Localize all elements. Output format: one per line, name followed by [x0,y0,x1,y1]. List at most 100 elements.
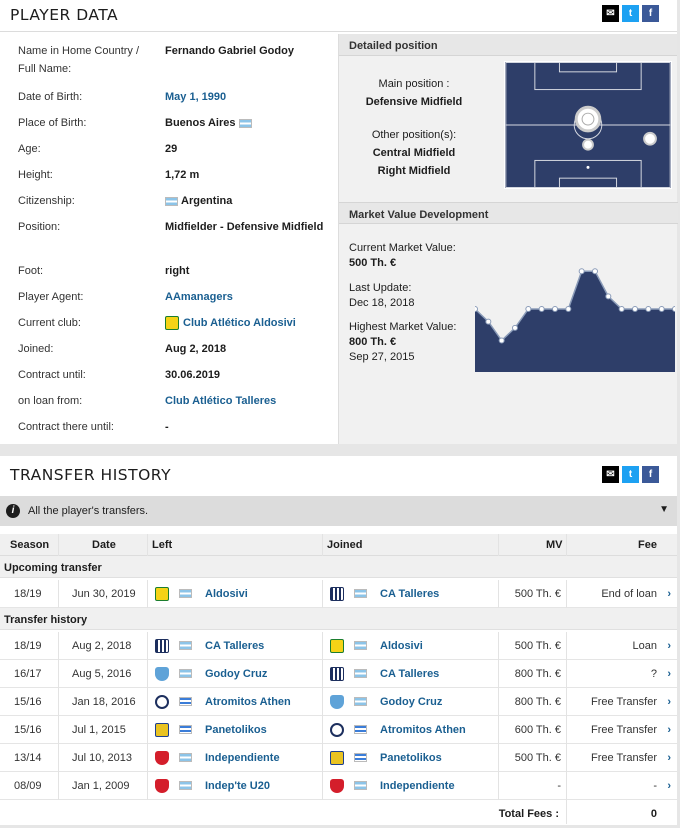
argentina-flag-icon [354,641,367,650]
transfer-mv: - [557,780,561,792]
fact-value: Fernando Gabriel Godoy [165,42,335,60]
club-link-joined[interactable]: Panetolikos [380,752,442,764]
fact-value: Midfielder - Defensive Midfield [165,218,335,236]
club-link-left[interactable]: Atromitos Athen [205,696,291,708]
chevron-right-icon[interactable]: › [667,668,671,680]
club-link-joined[interactable]: Aldosivi [380,640,423,652]
market-value-header: Market Value Development [339,202,678,224]
club-link-joined[interactable]: Godoy Cruz [380,696,443,708]
club-crest-icon[interactable] [330,751,344,765]
total-fees-row: Total Fees : 0 [0,800,677,828]
twitter-share-icon[interactable]: t [622,5,639,22]
transfer-row[interactable]: 16/17 Aug 5, 2016 Godoy Cruz CA Talleres 800… [0,660,677,688]
fact-value[interactable]: Club Atlético Talleres [165,392,335,410]
mv-point [632,306,638,312]
transfer-fee: End of loan [601,588,657,600]
club-link-left[interactable]: Indep'te U20 [205,780,270,792]
club-link-left[interactable]: Independiente [205,752,280,764]
club-link-joined[interactable]: Independiente [380,780,455,792]
transfer-row[interactable]: 08/09 Jan 1, 2009 Indep'te U20 Independient… [0,772,677,800]
fact-value-text: Club Atlético Talleres [165,395,277,407]
transfer-fee: - [653,780,657,792]
facebook-share-icon[interactable]: f [642,466,659,483]
mv-point [525,306,532,312]
fact-value[interactable]: May 1, 1990 [165,88,335,106]
fact-value[interactable]: Club Atlético Aldosivi [165,314,335,332]
mv-point [485,318,492,325]
market-value-chart[interactable] [475,252,675,372]
chevron-right-icon[interactable]: › [667,640,671,652]
twitter-share-icon[interactable]: t [622,466,639,483]
transfer-table-header: Season Date Left Joined MV Fee [0,534,677,556]
fact-label: Current club: [18,317,81,329]
email-share-icon[interactable]: ✉ [602,5,619,22]
chevron-right-icon[interactable]: › [667,724,671,736]
upcoming-transfer-group: Upcoming transfer [0,556,677,578]
detailed-position-header: Detailed position [339,34,677,56]
chevron-down-icon[interactable]: ▼ [659,504,669,515]
argentina-flag-icon [354,781,367,790]
fact-label: Citizenship: [18,195,75,207]
facebook-share-icon[interactable]: f [642,5,659,22]
club-crest-icon[interactable] [155,779,169,793]
club-crest-icon[interactable] [155,667,169,681]
other-position-marker-central [582,138,594,151]
main-position-marker-inner [581,112,595,126]
mv-point [512,324,518,331]
club-link-joined[interactable]: CA Talleres [380,668,440,680]
transfer-history-panel: TRANSFER HISTORY ✉ t f i All the player'… [0,456,677,825]
club-link-joined[interactable]: Atromitos Athen [380,724,466,736]
transfer-row[interactable]: 13/14 Jul 10, 2013 Independiente Panetoliko… [0,744,677,772]
email-share-icon[interactable]: ✉ [602,466,619,483]
transfer-mv: 500 Th. € [514,752,561,764]
fact-value: right [165,262,335,280]
player-data-title: PLAYER DATA [10,6,119,24]
transfer-row[interactable]: 15/16 Jul 1, 2015 Panetolikos Atromitos Ath… [0,716,677,744]
fact-value[interactable]: AAmanagers [165,288,335,306]
info-icon: i [6,504,20,518]
other-position-marker-right [643,131,657,146]
club-link-joined[interactable]: CA Talleres [380,588,440,600]
transfer-fee: Free Transfer [590,752,657,764]
transfer-date: Jul 10, 2013 [72,752,132,764]
argentina-flag-icon [179,589,192,598]
fact-value-text: right [165,265,190,277]
club-crest-icon[interactable] [330,587,344,601]
greece-flag-icon [179,697,192,706]
mv-point [605,293,612,300]
last-update-value: Dec 18, 2018 [349,297,415,309]
club-crest-icon[interactable] [155,695,169,709]
transfer-history-title: TRANSFER HISTORY [10,466,172,484]
club-crest-icon[interactable] [155,587,169,601]
club-crest-icon[interactable] [330,667,344,681]
club-crest-icon[interactable] [155,751,169,765]
club-crest-icon[interactable] [330,779,344,793]
info-bar[interactable]: i All the player's transfers. ▼ [0,496,677,526]
club-crest-icon[interactable] [330,639,344,653]
transfer-fee: Loan [632,640,657,652]
club-crest-icon[interactable] [155,639,169,653]
chevron-right-icon[interactable]: › [667,752,671,764]
fact-value: Buenos Aires [165,114,335,132]
transfer-history-header: TRANSFER HISTORY ✉ t f [0,456,677,494]
club-link-left[interactable]: Aldosivi [205,588,248,600]
highest-mv-date: Sep 27, 2015 [349,351,415,363]
fact-value-text: Fernando Gabriel Godoy [165,45,294,57]
chevron-right-icon[interactable]: › [667,696,671,708]
transfer-row[interactable]: 18/19 Aug 2, 2018 CA Talleres Aldosivi 500 T… [0,632,677,660]
transfer-row[interactable]: 15/16 Jan 18, 2016 Atromitos Athen Godoy Cr… [0,688,677,716]
chevron-right-icon[interactable]: › [667,780,671,792]
chevron-right-icon[interactable]: › [667,588,671,600]
club-link-left[interactable]: CA Talleres [205,640,265,652]
club-crest-icon[interactable] [330,723,344,737]
club-crest-icon[interactable] [330,695,344,709]
transfer-season: 15/16 [14,724,42,736]
transfer-season: 16/17 [14,668,42,680]
fact-value-text: May 1, 1990 [165,91,227,103]
share-buttons: ✉ t f [602,5,659,22]
club-link-left[interactable]: Panetolikos [205,724,267,736]
transfer-row[interactable]: 18/19 Jun 30, 2019 Aldosivi CA Talleres 500 … [0,580,677,608]
club-crest-icon[interactable] [155,723,169,737]
fact-label: Age: [18,143,41,155]
club-link-left[interactable]: Godoy Cruz [205,668,268,680]
